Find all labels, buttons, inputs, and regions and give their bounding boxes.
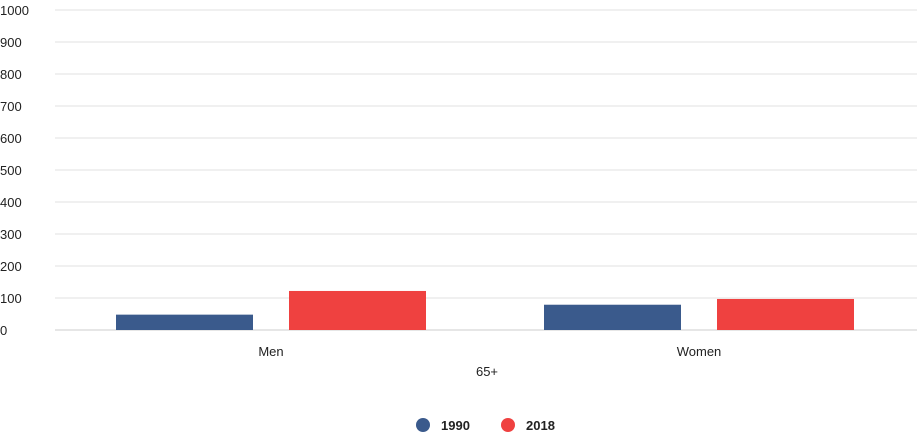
bars [116, 290, 854, 330]
y-tick-label: 0 [0, 323, 7, 338]
legend-label: 2018 [526, 418, 555, 433]
y-tick-label: 700 [0, 99, 22, 114]
y-tick-label: 800 [0, 67, 22, 82]
legend: 1990 2018 [416, 418, 555, 433]
gridlines [55, 9, 917, 331]
x-axis-ticks: Men Women [258, 344, 721, 359]
bar-women-2018 [717, 298, 854, 330]
legend-item-2018: 2018 [501, 418, 555, 433]
x-tick-label: Men [258, 344, 283, 359]
y-tick-label: 1000 [0, 3, 29, 18]
y-tick-label: 300 [0, 227, 22, 242]
y-axis-ticks: 0 100 200 300 400 500 600 700 800 900 1000 [0, 3, 29, 338]
x-tick-label: Women [677, 344, 722, 359]
x-axis-label: 65+ [476, 364, 498, 379]
legend-item-1990: 1990 [416, 418, 470, 433]
y-tick-label: 400 [0, 195, 22, 210]
legend-marker [501, 418, 515, 432]
y-tick-label: 200 [0, 259, 22, 274]
y-tick-label: 100 [0, 291, 22, 306]
bar-men-1990 [116, 314, 253, 330]
legend-label: 1990 [441, 418, 470, 433]
legend-marker [416, 418, 430, 432]
y-tick-label: 900 [0, 35, 22, 50]
bar-men-2018 [289, 290, 426, 330]
y-tick-label: 500 [0, 163, 22, 178]
bar-women-1990 [544, 304, 681, 330]
y-tick-label: 600 [0, 131, 22, 146]
